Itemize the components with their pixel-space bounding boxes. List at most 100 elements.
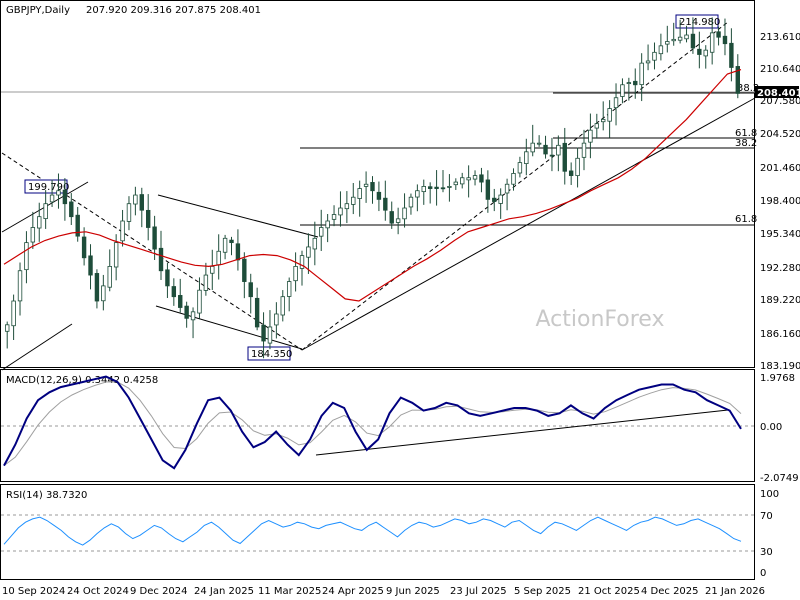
candle-body	[562, 142, 567, 172]
candle-body	[370, 182, 375, 192]
candle-body	[158, 247, 164, 272]
rsi-tick-label: 70	[760, 511, 773, 522]
candle-body	[43, 203, 48, 220]
candle-body	[30, 227, 36, 243]
candle-body	[581, 142, 587, 158]
candle-body	[37, 216, 42, 229]
macd-main-line	[3, 375, 742, 470]
macd-support-trendline	[315, 409, 729, 456]
candle-body	[427, 186, 433, 189]
candle-body	[145, 209, 151, 228]
rsi-tick-label: 100	[760, 489, 779, 500]
ohlc-readout: 207.920 209.316 207.875 208.401	[86, 5, 261, 16]
candle-body	[203, 274, 209, 291]
candle-body	[286, 281, 292, 297]
candle-body	[658, 45, 664, 55]
candle-body	[729, 42, 734, 68]
x-tick-label: 10 Sep 2024	[2, 586, 65, 597]
high-label: 199.790	[28, 182, 69, 193]
x-axis: 10 Sep 2024 24 Oct 2024 9 Dec 2024 24 Ja…	[2, 586, 765, 597]
candle-body	[319, 227, 324, 237]
candle-body	[210, 266, 215, 274]
rsi-series-line	[3, 516, 742, 546]
x-tick-label: 21 Oct 2025	[578, 586, 640, 597]
candle-body	[165, 269, 170, 287]
candle-body	[5, 324, 10, 332]
candle-body	[184, 305, 189, 319]
price-tick-label: 192.280	[760, 263, 800, 274]
candle-body	[222, 237, 228, 253]
x-tick-label: 24 Oct 2024	[67, 586, 129, 597]
candle-body	[357, 188, 362, 199]
candle-body	[601, 118, 606, 123]
macd-tick-label: 1.9768	[760, 373, 795, 384]
candle-body	[607, 108, 612, 122]
x-tick-label: 11 Mar 2025	[258, 586, 321, 597]
x-tick-label: 5 Sep 2025	[514, 586, 571, 597]
price-tick-label: 183.190	[760, 361, 800, 372]
fib-label: 61.8	[735, 214, 757, 225]
candle-body	[613, 97, 619, 109]
candle-body	[671, 38, 676, 42]
candle-body	[530, 142, 535, 153]
macd-tick-label: -2.0749	[760, 473, 799, 484]
rsi-line	[3, 516, 742, 546]
price-tick-label: 189.220	[760, 295, 800, 306]
candle-body	[171, 286, 177, 298]
price-tick-label: 204.520	[760, 129, 800, 140]
candle-body	[677, 36, 683, 41]
candle-body	[248, 282, 253, 298]
candle-body	[299, 255, 305, 269]
candle-body	[267, 326, 273, 344]
candle-body	[152, 226, 157, 250]
moving-average-line	[3, 69, 742, 302]
x-tick-label: 9 Dec 2024	[130, 586, 188, 597]
candle-body	[620, 84, 625, 97]
candle-body	[133, 194, 138, 205]
candle-body	[524, 151, 529, 165]
left-channel-lower	[1, 323, 73, 371]
candle-body	[665, 41, 670, 45]
fib-label: 38.2	[737, 83, 759, 94]
low-label-box	[247, 346, 291, 361]
candle-body	[697, 48, 702, 55]
price-tick-label: 207.580	[760, 96, 800, 107]
macd-lines	[3, 375, 742, 470]
candle-body	[17, 270, 23, 302]
candle-body	[645, 60, 651, 64]
candle-body	[197, 289, 202, 314]
candle-body	[331, 214, 337, 220]
candle-body	[363, 183, 369, 187]
rsi-panel	[0, 484, 755, 580]
candle-body	[178, 295, 183, 308]
candle-body	[338, 207, 343, 216]
candle-body	[479, 174, 484, 183]
macd-tick-label: 0.00	[760, 422, 782, 433]
candle-body	[575, 157, 580, 177]
candle-body	[261, 324, 266, 342]
watermark: ActionForex	[536, 307, 665, 332]
candle-body	[351, 196, 356, 205]
rsi-tick-label: 0	[760, 568, 766, 579]
channel-upper	[157, 194, 319, 238]
candle-body	[126, 203, 132, 222]
candle-body	[101, 285, 106, 302]
candle-body	[293, 266, 298, 282]
candle-body	[62, 189, 68, 205]
candle-body	[588, 129, 593, 143]
price-panel	[0, 0, 755, 368]
candle-body	[543, 144, 548, 155]
current-price-tag-label: 208.401	[757, 88, 800, 99]
price-tick-label: 186.160	[760, 329, 800, 340]
candle-body	[434, 186, 439, 189]
low-label: 184.350	[251, 349, 292, 360]
candle-body	[254, 297, 260, 328]
x-tick-label: 23 Jul 2025	[450, 586, 507, 597]
price-tick-label: 198.400	[760, 196, 800, 207]
price-tick-label: 210.640	[760, 64, 800, 75]
rising-support-trendline	[301, 97, 756, 351]
price-tick-label: 195.340	[760, 229, 800, 240]
candle-body	[440, 187, 446, 190]
candle-body	[690, 33, 696, 49]
candle-body	[408, 196, 414, 208]
